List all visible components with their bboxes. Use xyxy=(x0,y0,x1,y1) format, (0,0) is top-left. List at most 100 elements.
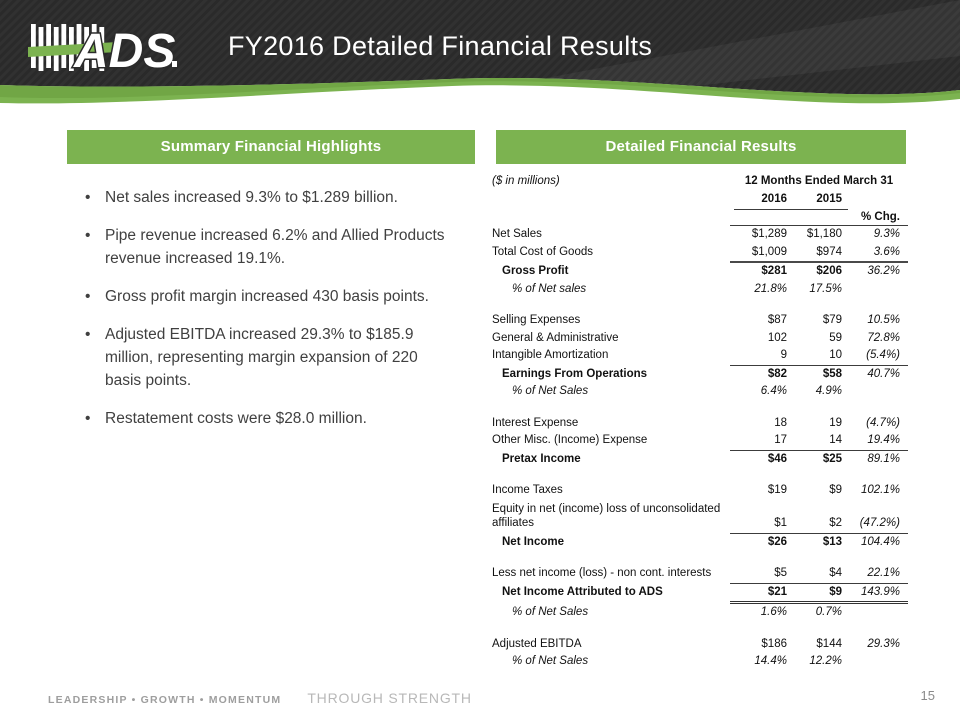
table-row: Less net income (loss) - non cont. inter… xyxy=(492,565,908,583)
rule-line xyxy=(730,449,908,451)
value-2016: $21 xyxy=(767,585,787,598)
table-row: Total Cost of Goods $1,009 $974 3.6% xyxy=(492,244,908,262)
list-item: • Pipe revenue increased 6.2% and Allied … xyxy=(67,224,477,270)
details-panel-header: Detailed Financial Results xyxy=(496,130,906,164)
value-2016: $26 xyxy=(767,535,787,548)
table-header-row-period: ($ in millions) 12 Months Ended March 31 xyxy=(492,172,908,190)
bullet-text: Net sales increased 9.3% to $1.289 billi… xyxy=(105,189,398,206)
table-row: Earnings From Operations $82 $58 40.7% xyxy=(492,366,908,384)
value-pct-chg: 3.6% xyxy=(873,245,900,258)
value-pct-chg: 40.7% xyxy=(867,367,900,380)
table-row: % of Net Sales 6.4% 4.9% xyxy=(492,383,908,401)
value-2015: 14 xyxy=(829,434,842,446)
footer-tagline-left: LEADERSHIP • GROWTH • MOMENTUM xyxy=(48,694,282,706)
value-2015: 17.5% xyxy=(809,282,842,295)
bullet-dot: • xyxy=(85,410,91,427)
row-label: Net Income Attributed to ADS xyxy=(502,585,663,598)
value-pct-chg: 9.3% xyxy=(873,228,900,240)
table-row: Equity in net (income) loss of unconsoli… xyxy=(492,500,908,533)
value-pct-chg: 143.9% xyxy=(860,585,900,598)
table-row: Intangible Amortization 9 10 (5.4%) xyxy=(492,347,908,365)
col-header-2015: 2015 xyxy=(816,193,842,205)
row-label: Net Sales xyxy=(492,228,542,240)
list-item: • Gross profit margin increased 430 basis… xyxy=(67,285,477,308)
slide-title: FY2016 Detailed Financial Results xyxy=(228,31,653,61)
value-2016: $1,289 xyxy=(751,228,787,240)
value-2016: $46 xyxy=(767,452,787,465)
value-2016: $87 xyxy=(767,314,787,326)
value-2016: 18 xyxy=(774,416,787,429)
table-row: Net Income Attributed to ADS $21 $9 143.9% xyxy=(492,584,908,602)
row-label: Selling Expenses xyxy=(492,314,581,326)
bullet-text: Pipe revenue increased 6.2% and Allied P… xyxy=(105,227,445,267)
bullet-list: • Net sales increased 9.3% to $1.289 bill… xyxy=(67,186,477,445)
row-label: General & Administrative xyxy=(492,331,619,344)
value-2016: 1.6% xyxy=(760,606,787,618)
table-row: Other Misc. (Income) Expense 17 14 19.4% xyxy=(492,432,908,450)
value-2015: 59 xyxy=(829,331,842,344)
section-gap xyxy=(492,551,908,565)
rule-line xyxy=(730,364,908,366)
section-gap xyxy=(492,401,908,415)
table-row: Pretax Income $46 $25 89.1% xyxy=(492,451,908,469)
bullet-dot: • xyxy=(85,227,91,244)
value-pct-chg: 22.1% xyxy=(867,567,900,579)
row-label: Earnings From Operations xyxy=(502,367,648,380)
value-2016: $186 xyxy=(761,637,787,650)
logo-green-stripe xyxy=(28,42,118,57)
list-item: • Net sales increased 9.3% to $1.289 bill… xyxy=(67,186,477,209)
table-row: Interest Expense 18 19 (4.7%) xyxy=(492,415,908,433)
header-swoosh-graphic xyxy=(0,0,960,104)
bullet-text: Gross profit margin increased 430 basis … xyxy=(105,288,429,305)
value-2015: $2 xyxy=(829,517,842,529)
table-row: % of Net Sales 1.6% 0.7% xyxy=(492,604,908,622)
row-label: Net Income xyxy=(502,535,564,548)
rule-line xyxy=(730,532,908,534)
value-2015: $25 xyxy=(822,452,842,465)
table-row: Net Sales $1,289 $1,180 9.3% xyxy=(492,226,908,244)
col-header-pct-chg: % Chg. xyxy=(861,211,900,223)
bullet-dot: • xyxy=(85,288,91,305)
logo-text: ADS xyxy=(73,25,175,78)
row-label: % of Net Sales xyxy=(512,655,589,667)
row-label: Total Cost of Goods xyxy=(492,245,593,258)
value-pct-chg: 102.1% xyxy=(860,484,900,496)
rule-line-thick xyxy=(730,261,908,263)
value-2016: 102 xyxy=(767,331,787,344)
value-2015: 12.2% xyxy=(809,655,842,667)
table-row: Gross Profit $281 $206 36.2% xyxy=(492,263,908,281)
value-2015: 0.7% xyxy=(815,606,842,618)
col-header-2016: 2016 xyxy=(761,193,787,205)
value-2016: 17 xyxy=(774,434,787,446)
value-2015: 19 xyxy=(829,416,842,429)
table-row: Selling Expenses $87 $79 10.5% xyxy=(492,312,908,330)
value-pct-chg: 72.8% xyxy=(867,331,900,344)
table-header-row-years: 2016 2015 xyxy=(492,190,908,209)
list-item: • Restatement costs were $28.0 million. xyxy=(67,407,477,430)
row-label: Income Taxes xyxy=(492,484,563,496)
rule-line-double xyxy=(730,601,908,604)
value-2015: 10 xyxy=(829,349,842,361)
value-2016: $19 xyxy=(767,484,787,496)
table-row: % of Net sales 21.8% 17.5% xyxy=(492,281,908,299)
value-2016: $82 xyxy=(767,367,787,380)
row-label: % of Net Sales xyxy=(512,385,589,397)
row-label: Intangible Amortization xyxy=(492,349,609,361)
value-2016: 14.4% xyxy=(754,655,787,667)
logo-trademark-dot xyxy=(172,61,177,67)
row-label: Pretax Income xyxy=(502,452,581,465)
row-label: Gross Profit xyxy=(502,265,569,277)
value-pct-chg: (47.2%) xyxy=(859,517,900,529)
row-label: Less net income (loss) - non cont. inter… xyxy=(492,567,712,579)
section-gap xyxy=(492,298,908,312)
value-pct-chg: 36.2% xyxy=(867,265,900,277)
value-pct-chg: 89.1% xyxy=(867,452,900,465)
units-note: ($ in millions) xyxy=(492,175,560,187)
footer: LEADERSHIP • GROWTH • MOMENTUM THROUGH S… xyxy=(48,690,472,706)
row-label: % of Net sales xyxy=(512,282,587,295)
value-2016: 21.8% xyxy=(754,282,787,295)
section-gap xyxy=(492,468,908,482)
value-2016: $1,009 xyxy=(751,245,787,258)
table-header-row-chg: % Chg. xyxy=(492,210,908,225)
value-2016: 6.4% xyxy=(760,385,787,397)
